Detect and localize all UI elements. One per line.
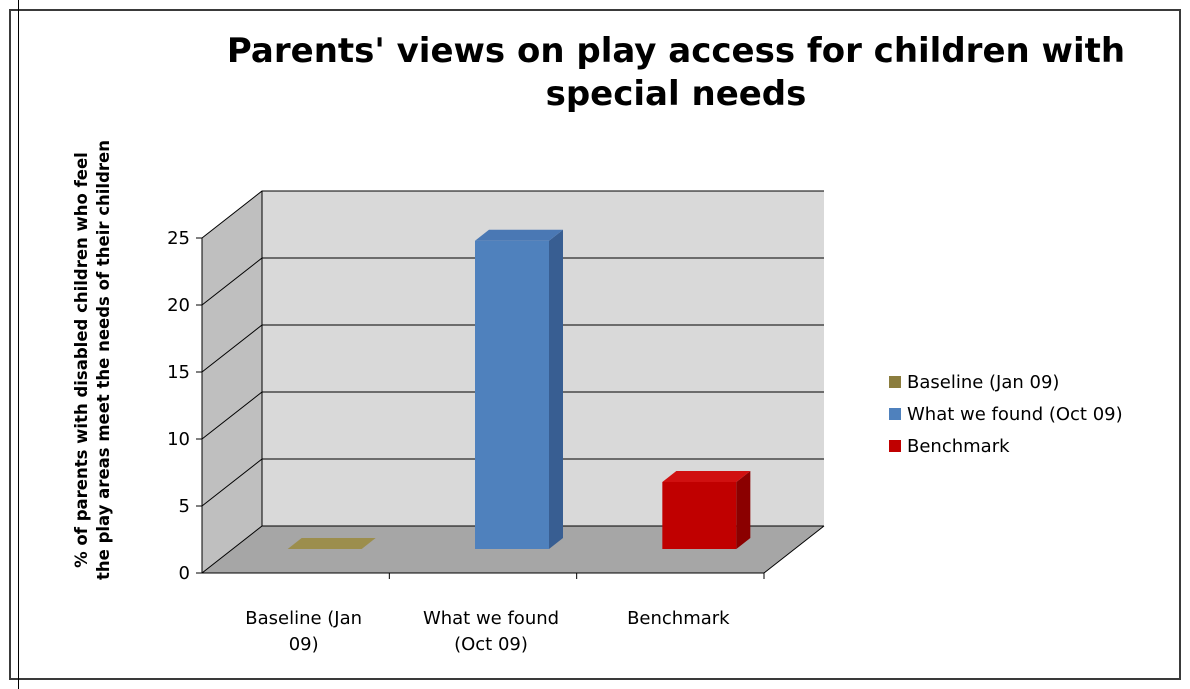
legend-swatch-baseline <box>889 376 901 388</box>
bar-front <box>475 240 549 550</box>
bar <box>475 229 563 550</box>
x-tick-label: Baseline (Jan <box>245 608 362 629</box>
y-tick-label: 25 <box>167 228 190 249</box>
legend-item-baseline: Baseline (Jan 09) <box>889 366 1123 398</box>
bar-top <box>287 538 376 549</box>
bar-top <box>475 229 563 241</box>
bar-side <box>736 471 751 549</box>
x-tick-label: (Oct 09) <box>454 634 528 655</box>
x-tick-label: 09) <box>289 634 319 655</box>
axes <box>196 191 825 579</box>
bar <box>287 538 376 549</box>
x-tick-labels: Baseline (Jan 09) What we found (Oct 09) Ben… <box>245 608 730 655</box>
side-wall <box>202 191 262 573</box>
x-tick-label: Benchmark <box>627 608 730 629</box>
chart-title: Parents' views on play access for childr… <box>226 31 1126 114</box>
y-tick-label: 20 <box>167 295 190 316</box>
bar-side <box>549 229 563 550</box>
frame-divider <box>18 0 19 689</box>
bar-front <box>662 482 737 549</box>
bars <box>287 229 751 550</box>
floor-edge <box>763 525 825 574</box>
bar-top <box>662 471 751 482</box>
legend-label-baseline: Baseline (Jan 09) <box>907 371 1060 393</box>
legend-label-benchmark: Benchmark <box>907 435 1010 457</box>
y-tick-label: 10 <box>167 429 190 450</box>
legend-swatch-benchmark <box>889 440 901 452</box>
legend-swatch-what-we-found <box>889 408 901 420</box>
legend-item-what-we-found: What we found (Oct 09) <box>889 398 1123 430</box>
legend-label-what-we-found: What we found (Oct 09) <box>907 403 1123 425</box>
x-tick-label: What we found <box>423 608 559 629</box>
bar <box>662 471 751 549</box>
y-tick-label: 15 <box>167 362 190 383</box>
y-tick-label: 0 <box>179 563 190 584</box>
y-tick-label: 5 <box>179 496 190 517</box>
y-tick-labels: 0 5 10 15 20 25 <box>167 228 190 584</box>
legend-item-benchmark: Benchmark <box>889 430 1123 462</box>
legend: Baseline (Jan 09) What we found (Oct 09)… <box>889 366 1123 462</box>
